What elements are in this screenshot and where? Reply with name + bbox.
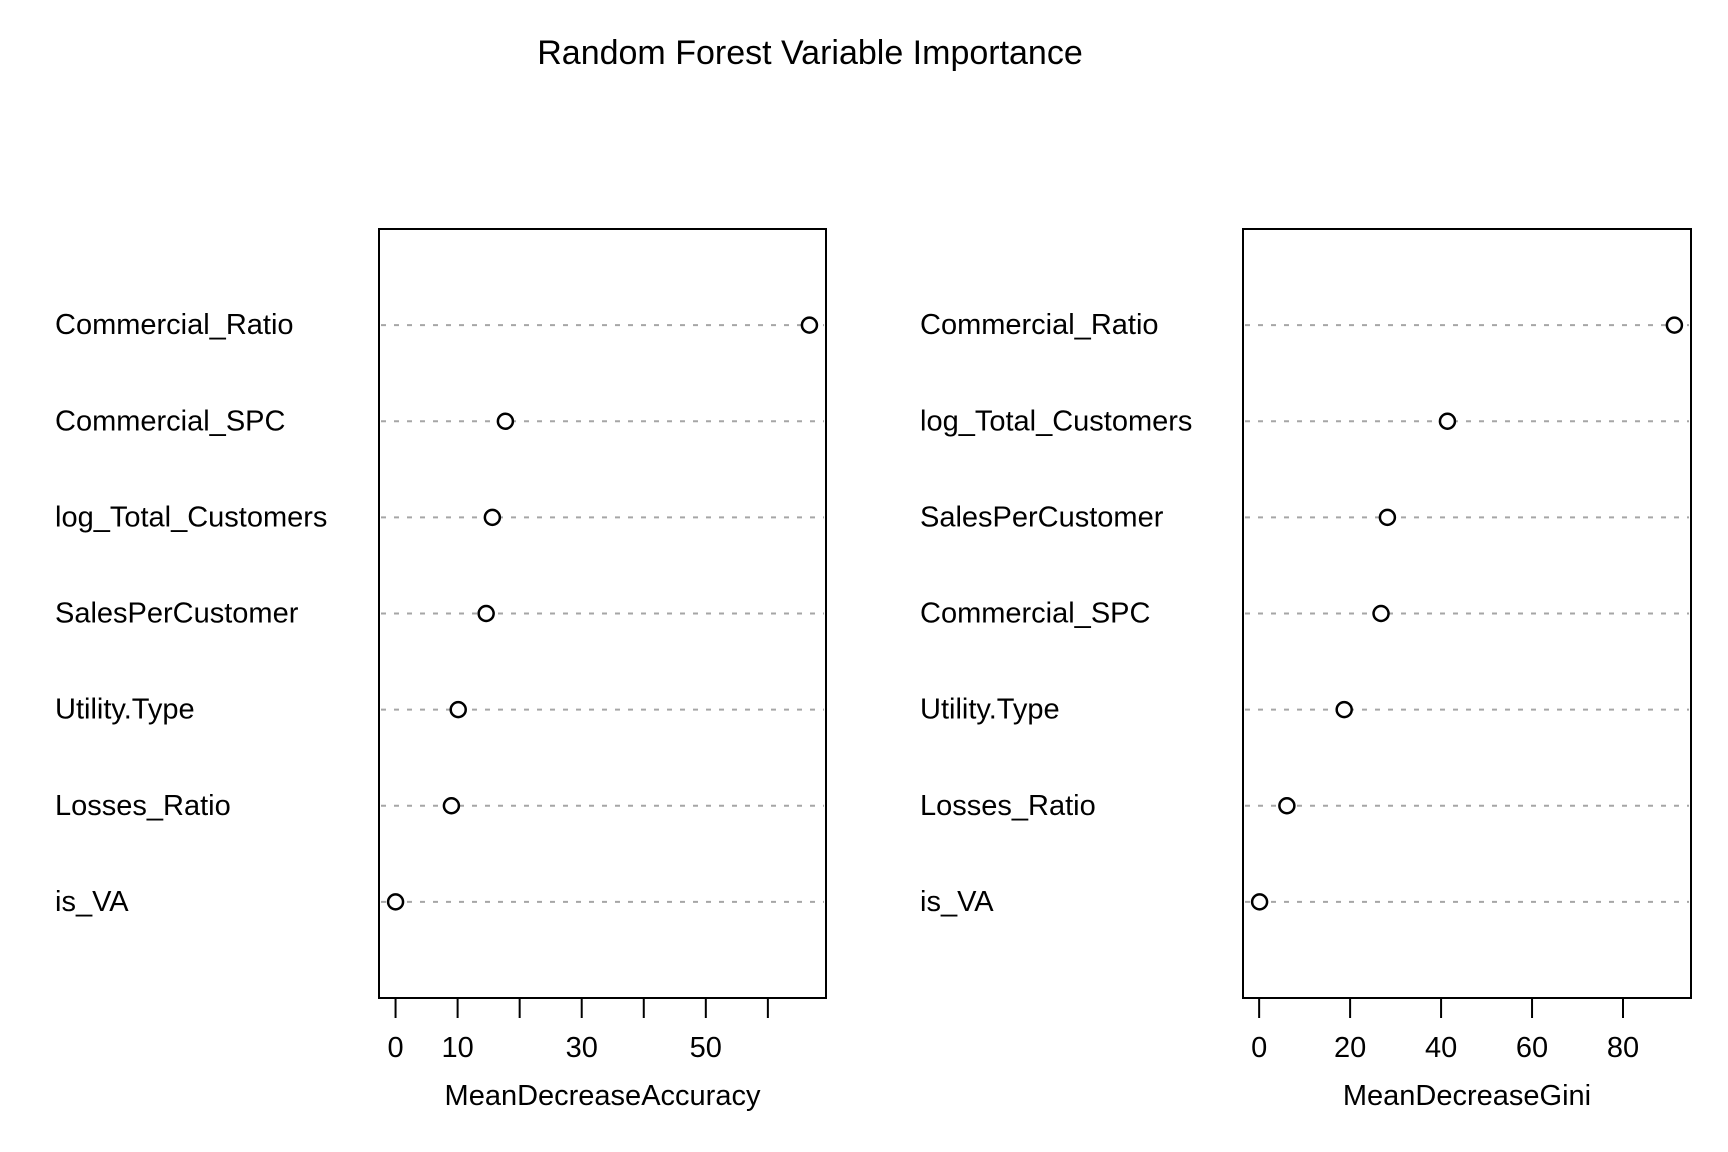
x-axis-label: MeanDecreaseGini xyxy=(1343,1080,1591,1112)
data-point xyxy=(386,893,405,911)
category-label: SalesPerCustomer xyxy=(920,501,1164,533)
data-point xyxy=(442,797,461,815)
data-point xyxy=(1250,893,1269,911)
category-label: Commercial_Ratio xyxy=(55,309,294,341)
x-tick-label: 50 xyxy=(690,1032,722,1064)
x-tick-label: 0 xyxy=(387,1032,403,1064)
category-label: SalesPerCustomer xyxy=(55,598,299,630)
x-tick-label: 30 xyxy=(566,1032,598,1064)
panel-mean-decrease-accuracy: Commercial_Ratio Commercial_SPC log_Total_… xyxy=(55,228,827,1112)
category-label: log_Total_Customers xyxy=(55,501,327,533)
data-point xyxy=(1665,316,1684,334)
category-label: is_VA xyxy=(920,886,994,918)
category-label: Commercial_SPC xyxy=(55,405,285,437)
data-point xyxy=(449,700,467,719)
data-point xyxy=(1278,797,1296,815)
x-tick-label: 0 xyxy=(1251,1032,1267,1064)
panel-border xyxy=(378,228,827,999)
data-point xyxy=(496,412,515,430)
category-label: is_VA xyxy=(55,886,129,918)
data-point xyxy=(483,508,502,527)
panel-border xyxy=(1242,228,1692,999)
category-label: Commercial_SPC xyxy=(920,598,1150,630)
x-tick-label: 10 xyxy=(441,1032,473,1064)
x-tick-label: 20 xyxy=(1334,1032,1366,1064)
category-label: log_Total_Customers xyxy=(920,405,1192,437)
data-point xyxy=(800,316,819,334)
x-tick-label: 40 xyxy=(1425,1032,1457,1064)
category-label: Losses_Ratio xyxy=(55,790,231,822)
data-point xyxy=(477,604,495,623)
category-label: Utility.Type xyxy=(55,694,195,726)
data-point xyxy=(1438,412,1457,430)
category-label: Commercial_Ratio xyxy=(920,309,1159,341)
data-point xyxy=(1378,508,1397,527)
x-axis-label: MeanDecreaseAccuracy xyxy=(445,1080,761,1112)
category-label: Losses_Ratio xyxy=(920,790,1096,822)
x-tick-label: 60 xyxy=(1516,1032,1548,1064)
panel-mean-decrease-gini: Commercial_Ratio log_Total_Customers Sales… xyxy=(920,228,1692,1112)
data-point xyxy=(1372,604,1390,623)
category-label: Utility.Type xyxy=(920,694,1060,726)
chart-title: Random Forest Variable Importance xyxy=(537,34,1083,72)
x-tick-label: 80 xyxy=(1607,1032,1639,1064)
data-point xyxy=(1335,700,1353,719)
